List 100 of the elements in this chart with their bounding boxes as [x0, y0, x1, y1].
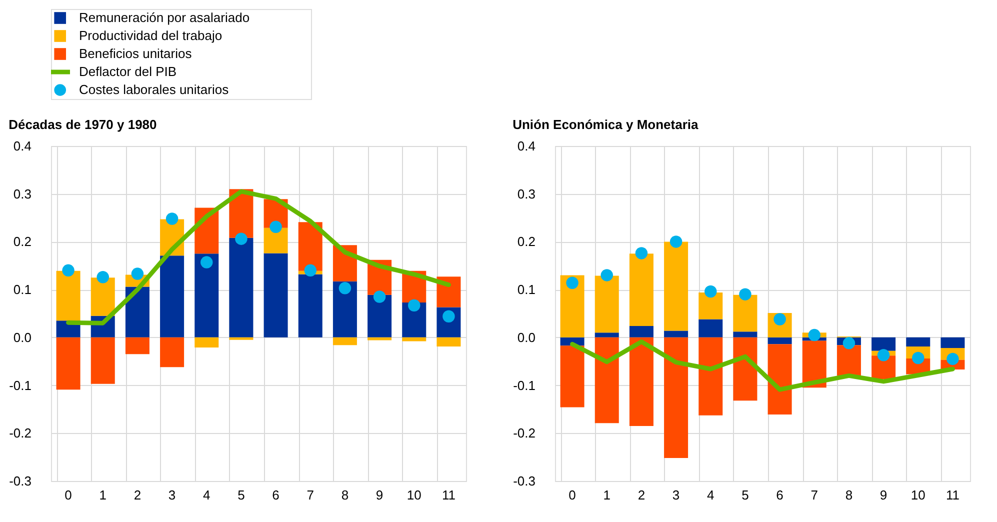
- x-tick-label: 4: [203, 488, 210, 502]
- point: [877, 349, 890, 362]
- legend-label: Remuneración por asalariado: [79, 10, 250, 25]
- bar: [229, 238, 254, 338]
- y-tick-label: -0.3: [9, 474, 32, 488]
- point: [408, 299, 420, 312]
- x-tick-label: 5: [742, 488, 749, 502]
- y-tick-label: 0.2: [13, 234, 32, 250]
- bar: [836, 345, 861, 376]
- bar: [436, 337, 461, 347]
- bar: [733, 337, 758, 401]
- y-tick-label: 0.0: [13, 330, 32, 345]
- y-tick-label: 0.1: [13, 282, 32, 298]
- x-tick-label: 3: [168, 488, 176, 502]
- point: [808, 328, 820, 342]
- bar: [90, 337, 115, 384]
- bar: [368, 337, 392, 340]
- y-tick-label: -0.1: [9, 378, 32, 393]
- bar: [768, 344, 792, 414]
- x-tick-label: 0: [568, 488, 576, 502]
- bar: [298, 274, 322, 338]
- point: [704, 285, 717, 298]
- x-tick-label: 11: [946, 488, 960, 502]
- bar: [629, 254, 654, 326]
- x-tick-label: 3: [672, 488, 680, 502]
- bar: [698, 292, 723, 320]
- bar: [594, 337, 619, 424]
- bar: [402, 337, 426, 342]
- point: [200, 256, 213, 268]
- legend-label: Productividad del trabajo: [79, 28, 222, 43]
- bar: [940, 337, 965, 348]
- x-tick-label: 8: [845, 488, 853, 502]
- point: [338, 282, 352, 294]
- bar: [664, 330, 688, 338]
- bar: [906, 337, 930, 347]
- x-tick-label: 1: [99, 488, 106, 502]
- legend-label: Costes laborales unitarios: [79, 82, 230, 97]
- bar: [629, 337, 654, 426]
- bar: [56, 337, 80, 390]
- y-tick-label: 0.2: [517, 234, 536, 250]
- x-tick-label: 10: [910, 488, 926, 502]
- point: [131, 268, 144, 280]
- point: [670, 236, 682, 248]
- bar: [90, 278, 115, 316]
- y-tick-label: 0.0: [517, 330, 536, 345]
- bar: [125, 286, 150, 338]
- x-tick-label: 9: [880, 488, 888, 502]
- x-tick-label: 1: [603, 488, 610, 502]
- point: [166, 212, 178, 225]
- point: [600, 269, 613, 282]
- y-tick-label: 0.4: [13, 138, 32, 154]
- y-tick-label: 0.3: [517, 186, 536, 202]
- point: [270, 220, 282, 233]
- bar: [664, 242, 688, 331]
- line-series: [66, 189, 451, 326]
- bar: [560, 275, 584, 338]
- x-tick-label: 6: [776, 488, 784, 502]
- point: [62, 264, 74, 277]
- point: [946, 352, 959, 366]
- point: [96, 271, 109, 284]
- bar: [629, 326, 654, 338]
- x-tick-label: 0: [64, 488, 72, 502]
- bar: [436, 276, 461, 308]
- y-tick-label: 0.1: [517, 282, 536, 298]
- chart-title: Unión Económica y Monetaria: [512, 117, 700, 132]
- point: [842, 337, 856, 350]
- x-tick-label: 7: [306, 488, 314, 502]
- x-tick-label: 2: [638, 488, 646, 502]
- x-tick-label: 9: [376, 488, 384, 502]
- bar: [194, 337, 219, 348]
- bar: [332, 281, 357, 338]
- x-tick-label: 10: [406, 488, 422, 502]
- bar: [664, 337, 688, 458]
- bar: [872, 337, 896, 351]
- bar: [698, 319, 723, 338]
- bar: [368, 294, 392, 338]
- x-tick-label: 11: [442, 488, 456, 502]
- bar: [594, 332, 619, 338]
- bar: [125, 337, 150, 354]
- y-tick-label: -0.1: [513, 378, 536, 393]
- bar: [56, 270, 80, 321]
- x-tick-label: 7: [810, 488, 818, 502]
- point: [235, 232, 248, 245]
- bar: [332, 337, 357, 346]
- bar: [229, 337, 254, 340]
- legend-label: Deflactor del PIB: [79, 64, 177, 79]
- point: [739, 288, 752, 300]
- y-tick-label: -0.2: [513, 426, 536, 441]
- y-tick-label: 0.4: [517, 138, 536, 154]
- bar: [768, 337, 792, 344]
- chart-title: Décadas de 1970 y 1980: [8, 117, 157, 132]
- x-tick-label: 2: [134, 488, 142, 502]
- bar: [194, 254, 219, 338]
- x-tick-label: 5: [238, 488, 245, 502]
- bar: [698, 337, 723, 416]
- point: [304, 264, 316, 277]
- x-tick-label: 8: [341, 488, 349, 502]
- bar: [160, 337, 184, 368]
- point: [566, 276, 578, 289]
- y-tick-label: -0.2: [9, 426, 32, 441]
